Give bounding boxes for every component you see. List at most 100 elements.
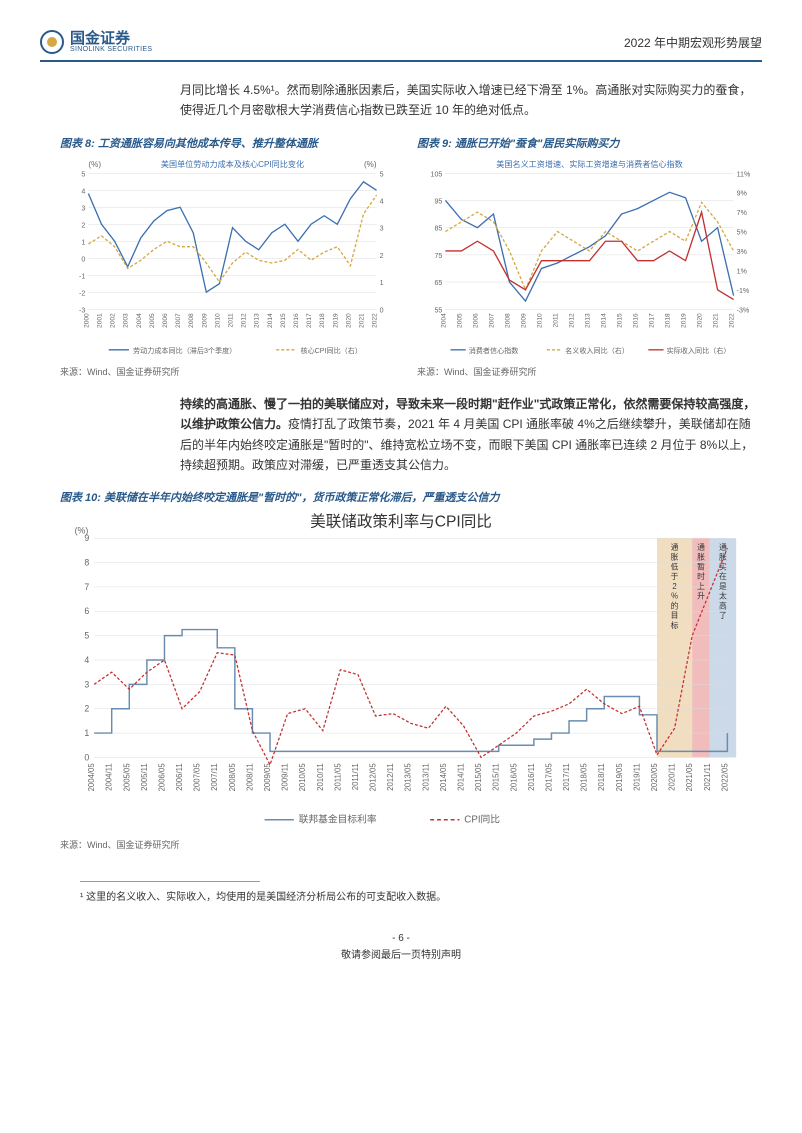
svg-text:2020: 2020 (697, 313, 704, 328)
svg-text:劳动力成本同比（滞后3个季度）: 劳动力成本同比（滞后3个季度） (133, 346, 236, 355)
svg-text:2010/11: 2010/11 (316, 764, 325, 792)
svg-text:2002: 2002 (110, 313, 117, 328)
svg-text:2010: 2010 (536, 313, 543, 328)
svg-text:上: 上 (697, 582, 705, 591)
svg-text:2018/05: 2018/05 (580, 764, 589, 792)
svg-text:75: 75 (434, 252, 442, 260)
chart-8-svg: (%)美国单位劳动力成本及核心CPI同比变化(%)-3-2-1012345012… (60, 155, 405, 358)
svg-text:2008: 2008 (504, 313, 511, 328)
svg-text:升: 升 (697, 592, 705, 601)
svg-text:2019: 2019 (681, 313, 688, 328)
svg-text:2022: 2022 (372, 313, 379, 328)
svg-text:2007: 2007 (488, 313, 495, 328)
svg-text:-2: -2 (79, 289, 85, 297)
svg-text:85: 85 (434, 224, 442, 232)
svg-text:2012: 2012 (241, 313, 248, 328)
svg-text:2016: 2016 (293, 313, 300, 328)
svg-text:2011: 2011 (552, 313, 559, 327)
svg-text:2014/05: 2014/05 (439, 764, 448, 792)
svg-text:2020: 2020 (345, 313, 352, 328)
svg-text:9%: 9% (737, 190, 748, 198)
middle-paragraph: 持续的高通胀、慢了一拍的美联储应对，导致未来一段时期"赶作业"式政策正常化，依然… (180, 394, 762, 476)
svg-text:2006: 2006 (162, 313, 169, 328)
svg-text:2005: 2005 (149, 313, 156, 328)
svg-text:2: 2 (84, 704, 89, 714)
svg-text:1: 1 (81, 238, 85, 246)
chart-8-title: 图表 8: 工资通胀容易向其他成本传导、推升整体通胀 (60, 135, 405, 151)
svg-text:2008: 2008 (188, 313, 195, 328)
svg-text:55: 55 (434, 306, 442, 314)
svg-text:2018: 2018 (665, 313, 672, 328)
logo-icon (40, 30, 64, 54)
svg-text:消费者信心指数: 消费者信心指数 (469, 346, 519, 355)
svg-text:3%: 3% (737, 248, 748, 256)
svg-text:2021/11: 2021/11 (703, 764, 712, 792)
svg-text:通: 通 (671, 542, 679, 552)
svg-text:时: 时 (697, 571, 705, 581)
svg-text:2015: 2015 (280, 313, 287, 328)
svg-text:2013/05: 2013/05 (404, 764, 413, 792)
svg-text:低: 低 (671, 562, 679, 572)
page-number: - 6 - (40, 933, 762, 944)
svg-text:2012/05: 2012/05 (369, 764, 378, 792)
svg-text:2009: 2009 (520, 313, 527, 328)
svg-text:2: 2 (380, 252, 384, 260)
svg-text:CPI同比: CPI同比 (464, 814, 500, 826)
svg-text:2004/11: 2004/11 (105, 764, 114, 792)
svg-text:在: 在 (719, 571, 727, 581)
svg-text:2007: 2007 (175, 313, 182, 328)
header-title: 2022 年中期宏观形势展望 (624, 34, 762, 51)
svg-text:的: 的 (671, 601, 679, 611)
svg-text:暂: 暂 (697, 562, 705, 572)
svg-text:2005: 2005 (456, 313, 463, 328)
svg-text:2006/11: 2006/11 (175, 764, 184, 792)
chart-8: 图表 8: 工资通胀容易向其他成本传导、推升整体通胀 (%)美国单位劳动力成本及… (60, 135, 405, 378)
svg-text:%: % (671, 592, 678, 601)
svg-text:2021: 2021 (358, 313, 365, 328)
chart-10-source: 来源：Wind、国金证券研究所 (60, 838, 742, 851)
svg-text:2001: 2001 (97, 313, 104, 328)
svg-text:6: 6 (84, 606, 89, 616)
svg-text:实际收入同比（右）: 实际收入同比（右） (667, 346, 731, 355)
svg-text:2010/05: 2010/05 (298, 764, 307, 792)
svg-text:2019/05: 2019/05 (615, 764, 624, 792)
chart-9-title: 图表 9: 通胀已开始"蚕食"居民实际购买力 (417, 135, 762, 151)
svg-text:3: 3 (380, 224, 384, 232)
svg-text:2: 2 (81, 221, 85, 229)
svg-text:2013: 2013 (254, 313, 261, 328)
svg-text:美国单位劳动力成本及核心CPI同比变化: 美国单位劳动力成本及核心CPI同比变化 (161, 159, 304, 169)
svg-text:2008/05: 2008/05 (228, 764, 237, 792)
svg-text:2017/11: 2017/11 (562, 764, 571, 792)
svg-text:2013: 2013 (585, 313, 592, 328)
svg-text:2010: 2010 (214, 313, 221, 328)
svg-text:0: 0 (84, 753, 89, 763)
svg-text:1: 1 (380, 279, 384, 287)
svg-text:2012: 2012 (568, 313, 575, 328)
svg-text:2016/05: 2016/05 (509, 764, 518, 792)
logo-text-en: SINOLINK SECURITIES (70, 46, 152, 53)
page-footer: - 6 - 敬请参阅最后一页特别声明 (40, 933, 762, 961)
svg-text:105: 105 (431, 170, 443, 178)
svg-text:通: 通 (697, 542, 705, 552)
svg-text:2011/05: 2011/05 (333, 764, 342, 792)
svg-text:2009: 2009 (201, 313, 208, 328)
svg-text:2008/11: 2008/11 (245, 764, 254, 792)
svg-text:2020/11: 2020/11 (668, 764, 677, 792)
svg-text:2014: 2014 (267, 313, 274, 328)
svg-text:2022/05: 2022/05 (720, 764, 729, 792)
svg-text:2021: 2021 (713, 313, 720, 328)
chart-9-source: 来源：Wind、国金证券研究所 (417, 365, 762, 378)
svg-text:95: 95 (434, 197, 442, 205)
svg-text:2015/05: 2015/05 (474, 764, 483, 792)
svg-text:核心CPI同比（右）: 核心CPI同比（右） (300, 346, 361, 355)
svg-text:通: 通 (719, 542, 727, 552)
svg-text:2017: 2017 (649, 313, 656, 328)
svg-text:2018: 2018 (319, 313, 326, 328)
svg-text:3: 3 (81, 204, 85, 212)
chart-10-svg: 美联储政策利率与CPI同比通胀低于2%的目标通胀暂时上升通胀实在是太高了(%)0… (60, 509, 742, 831)
svg-text:2011/11: 2011/11 (351, 764, 360, 791)
svg-text:2007/05: 2007/05 (193, 764, 202, 792)
top-paragraph: 月同比增长 4.5%¹。然而剔除通胀因素后，美国实际收入增速已经下滑至 1%。高… (180, 80, 762, 121)
svg-text:-3: -3 (79, 306, 85, 314)
svg-text:2015/11: 2015/11 (492, 764, 501, 792)
